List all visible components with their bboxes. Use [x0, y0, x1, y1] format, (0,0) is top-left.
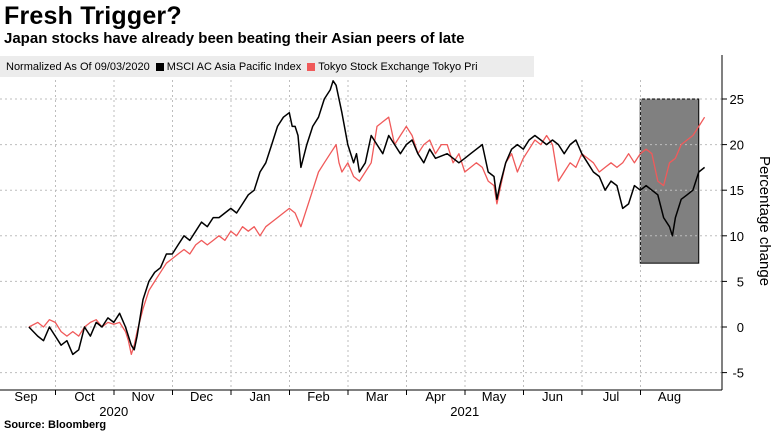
chart-title: Fresh Trigger?: [4, 2, 182, 30]
y-axis-label: Percentage change: [756, 156, 773, 286]
source-note: Source: Bloomberg: [4, 419, 107, 431]
legend-label-msci: MSCI AC Asia Pacific Index: [166, 60, 302, 73]
legend-swatch-topix: [307, 62, 316, 71]
x-tick-label: Mar: [366, 389, 389, 404]
axes: -5 0 5 10 15 20 25 Sep Oct Nov Dec Jan Feb Mar Apr May J…: [0, 55, 744, 419]
x-year-label: 2021: [450, 404, 479, 419]
legend-normalized-note: Normalized As Of 09/03/2020: [6, 61, 150, 73]
highlight-box: [639, 98, 700, 264]
x-tick-label: Jun: [542, 389, 563, 404]
x-tick-label: May: [482, 389, 507, 404]
x-tick-label: Nov: [131, 389, 155, 404]
y-tick-label: -5: [732, 366, 744, 381]
x-tick-label: Sep: [14, 389, 37, 404]
y-tick-label: 20: [730, 138, 744, 153]
x-tick-label: Jan: [250, 389, 271, 404]
y-tick-label: 0: [737, 320, 744, 335]
x-tick-label: Jul: [603, 389, 620, 404]
legend-label-topix: Tokyo Stock Exchange Tokyo Pri: [318, 60, 478, 73]
legend-normalized-label: Normalized As Of 09/03/2020: [6, 60, 150, 73]
series-line-msci: [28, 80, 706, 356]
legend-item-msci: MSCI AC Asia Pacific Index: [155, 60, 302, 73]
y-tick-label: 25: [730, 92, 744, 107]
x-year-label: 2020: [99, 404, 128, 419]
y-tick-label: 10: [730, 229, 744, 244]
series-line-topix: [28, 116, 706, 356]
x-tick-label: Aug: [658, 389, 681, 404]
series-lines: [28, 80, 706, 356]
legend: Normalized As Of 09/03/2020 MSCI AC Asia…: [0, 56, 534, 77]
x-tick-label: Oct: [74, 389, 95, 404]
legend-swatch-msci: [155, 62, 164, 71]
x-tick-label: Apr: [425, 389, 446, 404]
x-tick-label: Feb: [307, 389, 329, 404]
chart-subtitle: Japan stocks have already been beating t…: [4, 30, 465, 47]
legend-item-topix: Tokyo Stock Exchange Tokyo Pri: [307, 60, 478, 73]
y-tick-label: 5: [737, 274, 744, 289]
grid-lines: [0, 80, 722, 390]
y-tick-label: 15: [730, 183, 744, 198]
x-tick-label: Dec: [190, 389, 214, 404]
